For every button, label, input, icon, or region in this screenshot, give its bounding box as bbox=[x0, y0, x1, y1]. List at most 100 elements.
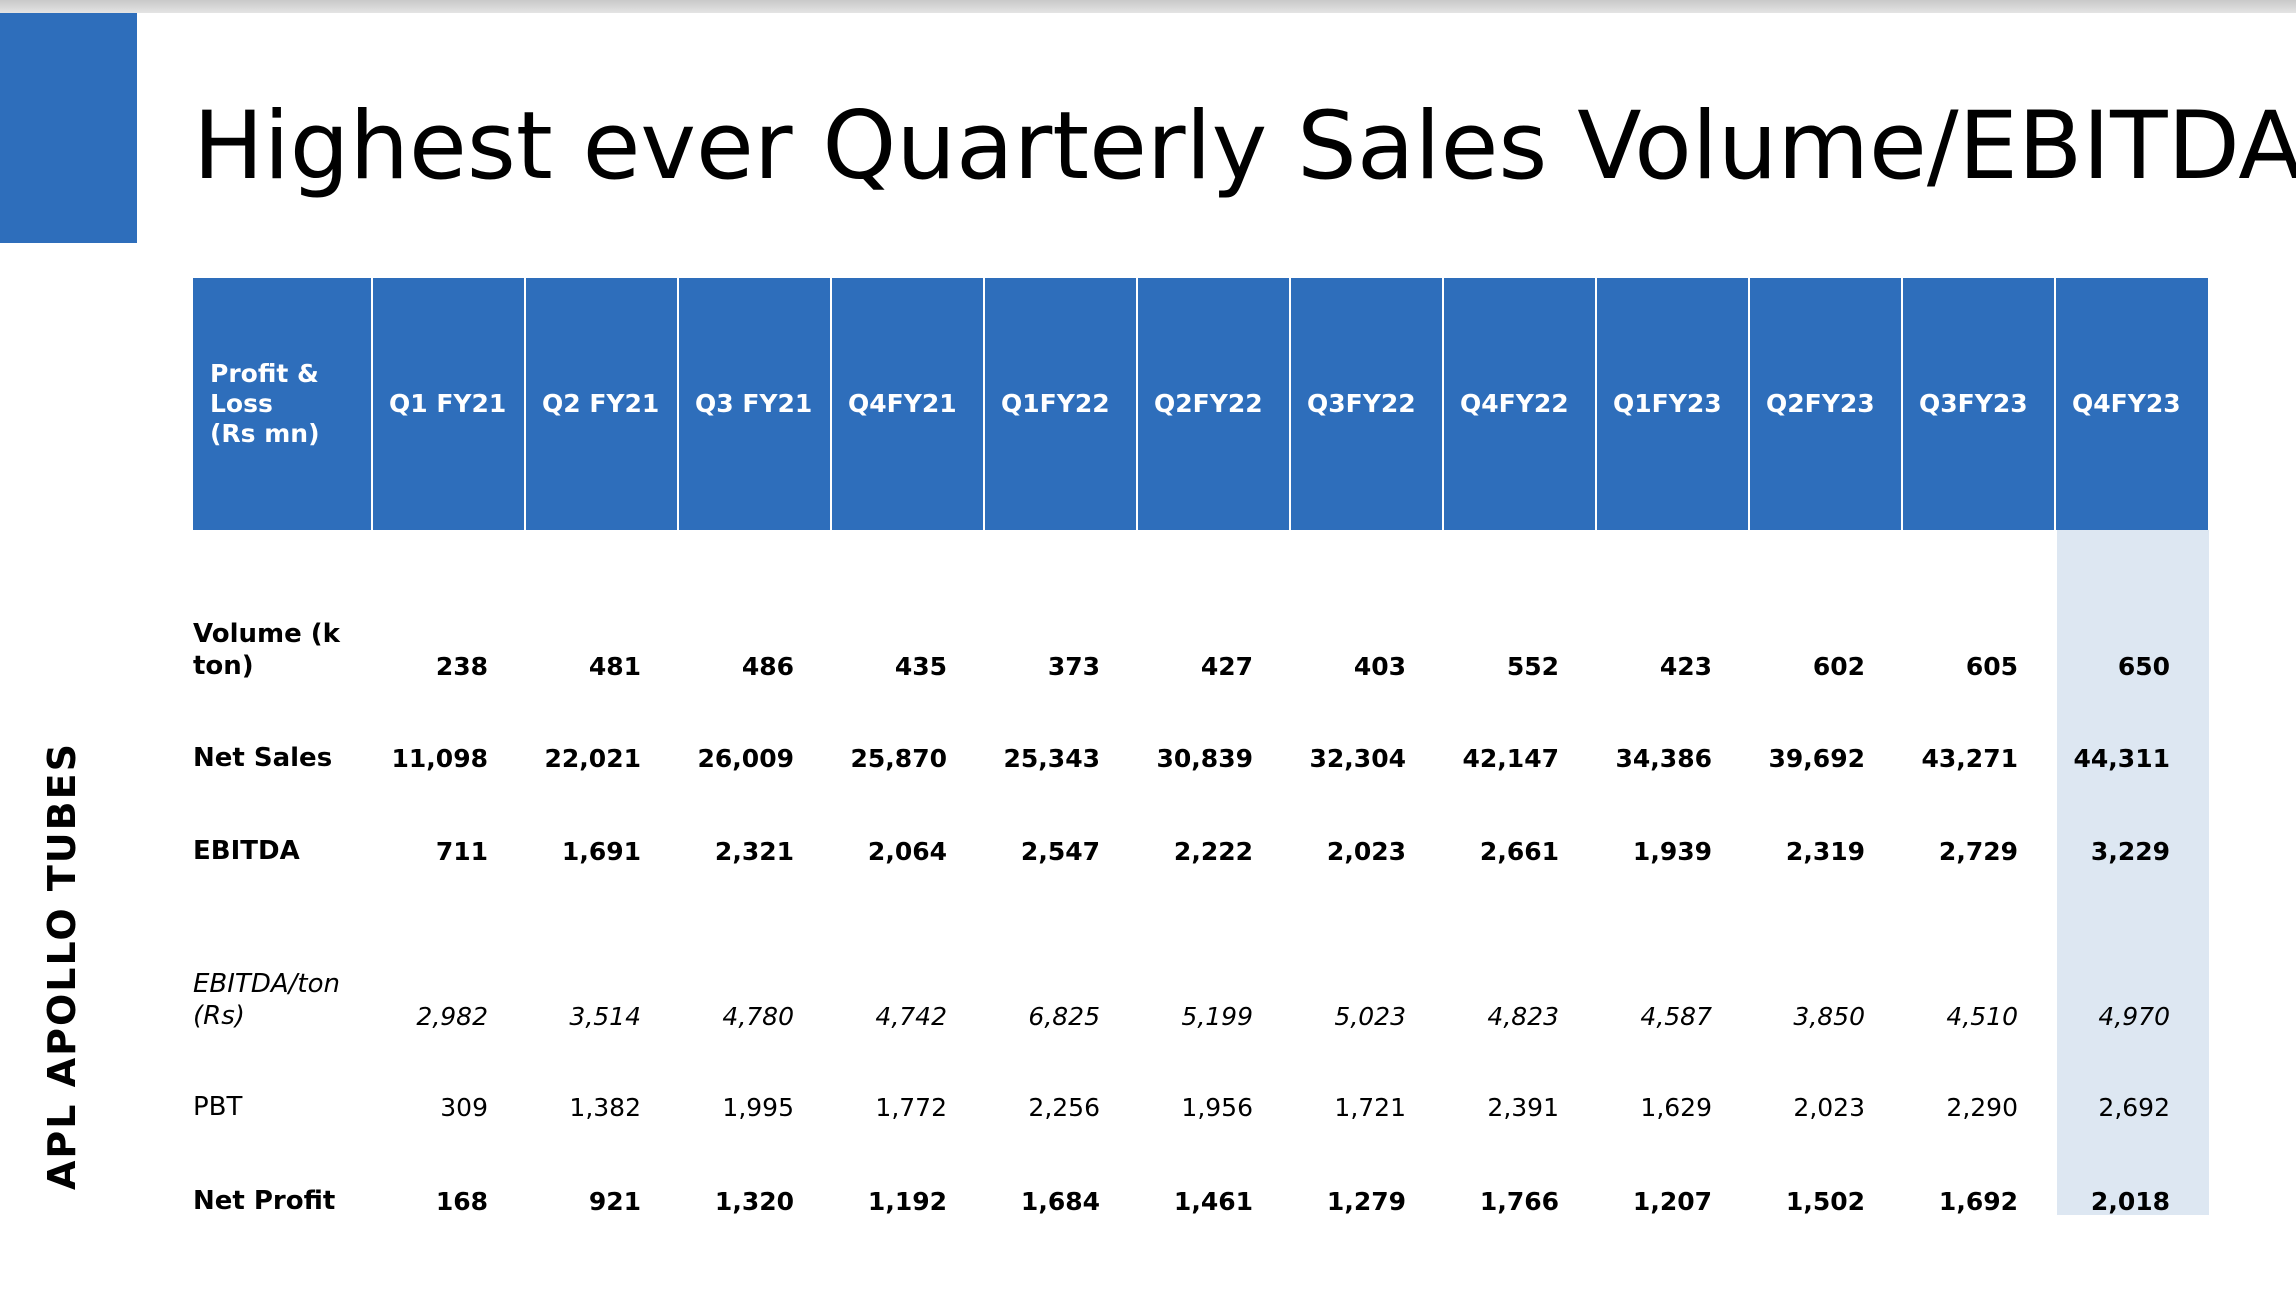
table-cell: 1,766 bbox=[1479, 1186, 1559, 1216]
header-quarter: Q4FY21 bbox=[832, 278, 985, 530]
table-cell: 711 bbox=[435, 836, 488, 866]
table-cell: 43,271 bbox=[1921, 743, 2018, 773]
table-cell: 373 bbox=[1047, 651, 1100, 681]
header-quarter: Q1 FY21 bbox=[373, 278, 526, 530]
table-row-net-sales: Net Sales 11,098 22,021 26,009 25,870 25… bbox=[193, 738, 2209, 778]
table-cell: 1,684 bbox=[1020, 1186, 1100, 1216]
table-cell: 2,321 bbox=[714, 836, 794, 866]
table-cell: 1,461 bbox=[1173, 1186, 1253, 1216]
table-cell: 650 bbox=[2117, 651, 2170, 681]
table-cell: 6,825 bbox=[1028, 1001, 1100, 1031]
table-cell: 602 bbox=[1812, 651, 1865, 681]
row-label: Net Sales bbox=[193, 743, 333, 773]
table-cell: 486 bbox=[741, 651, 794, 681]
table-cell: 11,098 bbox=[391, 743, 488, 773]
table-cell: 2,661 bbox=[1479, 836, 1559, 866]
row-label: Volume (k ton) bbox=[193, 619, 340, 681]
table-cell: 1,192 bbox=[867, 1186, 947, 1216]
table-cell: 25,870 bbox=[850, 743, 947, 773]
table-cell: 2,729 bbox=[1938, 836, 2018, 866]
table-cell: 22,021 bbox=[544, 743, 641, 773]
table-cell: 4,742 bbox=[875, 1001, 947, 1031]
table-cell: 4,970 bbox=[2098, 1001, 2170, 1031]
table-cell: 1,691 bbox=[561, 836, 641, 866]
table-cell: 2,391 bbox=[1487, 1092, 1559, 1122]
highlight-column-q4fy23 bbox=[2057, 530, 2209, 1215]
table-cell: 1,320 bbox=[714, 1186, 794, 1216]
table-cell: 1,207 bbox=[1632, 1186, 1712, 1216]
header-quarter: Q3FY23 bbox=[1903, 278, 2056, 530]
table-row-net-profit: Net Profit 168 921 1,320 1,192 1,684 1,4… bbox=[193, 1181, 2209, 1221]
table-cell: 1,502 bbox=[1785, 1186, 1865, 1216]
slide-title: Highest ever Quarterly Sales Volume/EBIT… bbox=[193, 92, 2296, 201]
table-cell: 552 bbox=[1506, 651, 1559, 681]
table-cell: 1,382 bbox=[569, 1092, 641, 1122]
table-header-row: Profit & Loss (Rs mn) Q1 FY21 Q2 FY21 Q3… bbox=[193, 278, 2209, 530]
table-cell: 427 bbox=[1200, 651, 1253, 681]
table-cell: 921 bbox=[588, 1186, 641, 1216]
table-cell: 32,304 bbox=[1309, 743, 1406, 773]
header-quarter: Q4FY22 bbox=[1444, 278, 1597, 530]
table-row-volume: Volume (k ton) 238 481 486 435 373 427 4… bbox=[193, 615, 2209, 685]
header-quarter: Q3FY22 bbox=[1291, 278, 1444, 530]
table-cell: 1,279 bbox=[1326, 1186, 1406, 1216]
table-cell: 25,343 bbox=[1003, 743, 1100, 773]
table-cell: 44,311 bbox=[2073, 743, 2170, 773]
header-quarter: Q1FY22 bbox=[985, 278, 1138, 530]
table-cell: 2,023 bbox=[1326, 836, 1406, 866]
table-cell: 30,839 bbox=[1156, 743, 1253, 773]
table-cell: 168 bbox=[435, 1186, 488, 1216]
table-cell: 39,692 bbox=[1768, 743, 1865, 773]
table-cell: 26,009 bbox=[697, 743, 794, 773]
table-cell: 2,018 bbox=[2090, 1186, 2170, 1216]
table-cell: 42,147 bbox=[1462, 743, 1559, 773]
header-label-cell: Profit & Loss (Rs mn) bbox=[193, 278, 373, 530]
header-quarter: Q2FY23 bbox=[1750, 278, 1903, 530]
accent-block bbox=[0, 13, 137, 243]
table-row-ebitda: EBITDA 711 1,691 2,321 2,064 2,547 2,222… bbox=[193, 831, 2209, 871]
table-cell: 5,199 bbox=[1181, 1001, 1253, 1031]
table-row-pbt: PBT 309 1,382 1,995 1,772 2,256 1,956 1,… bbox=[193, 1087, 2209, 1127]
table-cell: 2,692 bbox=[2098, 1092, 2170, 1122]
brand-label: APL APOLLO TUBES bbox=[40, 742, 84, 1190]
window-top-bar bbox=[0, 0, 2296, 13]
row-label: EBITDA bbox=[193, 836, 300, 866]
header-quarter: Q3 FY21 bbox=[679, 278, 832, 530]
table-cell: 435 bbox=[894, 651, 947, 681]
table-cell: 3,850 bbox=[1793, 1001, 1865, 1031]
table-cell: 2,982 bbox=[416, 1001, 488, 1031]
table-cell: 3,514 bbox=[569, 1001, 641, 1031]
header-label: Profit & Loss (Rs mn) bbox=[210, 359, 320, 448]
table-cell: 1,995 bbox=[722, 1092, 794, 1122]
table-cell: 403 bbox=[1353, 651, 1406, 681]
table-cell: 423 bbox=[1659, 651, 1712, 681]
table-cell: 2,319 bbox=[1785, 836, 1865, 866]
table-cell: 4,780 bbox=[722, 1001, 794, 1031]
table-cell: 309 bbox=[440, 1092, 488, 1122]
row-label: EBITDA/ton (Rs) bbox=[193, 969, 340, 1031]
table-cell: 4,823 bbox=[1487, 1001, 1559, 1031]
table-cell: 1,721 bbox=[1334, 1092, 1406, 1122]
table-row-ebitda-per-ton: EBITDA/ton (Rs) 2,982 3,514 4,780 4,742 … bbox=[193, 965, 2209, 1035]
table-cell: 2,256 bbox=[1028, 1092, 1100, 1122]
table-cell: 5,023 bbox=[1334, 1001, 1406, 1031]
table-cell: 4,587 bbox=[1640, 1001, 1712, 1031]
table-cell: 4,510 bbox=[1946, 1001, 2018, 1031]
table-cell: 2,290 bbox=[1946, 1092, 2018, 1122]
table-cell: 2,222 bbox=[1173, 836, 1253, 866]
table-cell: 1,772 bbox=[875, 1092, 947, 1122]
table-cell: 605 bbox=[1965, 651, 2018, 681]
table-cell: 1,956 bbox=[1181, 1092, 1253, 1122]
header-quarter: Q4FY23 bbox=[2056, 278, 2208, 530]
table-cell: 34,386 bbox=[1615, 743, 1712, 773]
table-cell: 2,064 bbox=[867, 836, 947, 866]
table-cell: 1,939 bbox=[1632, 836, 1712, 866]
table-cell: 1,629 bbox=[1640, 1092, 1712, 1122]
header-quarter: Q1FY23 bbox=[1597, 278, 1750, 530]
table-cell: 2,023 bbox=[1793, 1092, 1865, 1122]
table-cell: 481 bbox=[588, 651, 641, 681]
row-label: Net Profit bbox=[193, 1186, 336, 1216]
table-cell: 1,692 bbox=[1938, 1186, 2018, 1216]
header-quarter: Q2 FY21 bbox=[526, 278, 679, 530]
table-cell: 3,229 bbox=[2090, 836, 2170, 866]
